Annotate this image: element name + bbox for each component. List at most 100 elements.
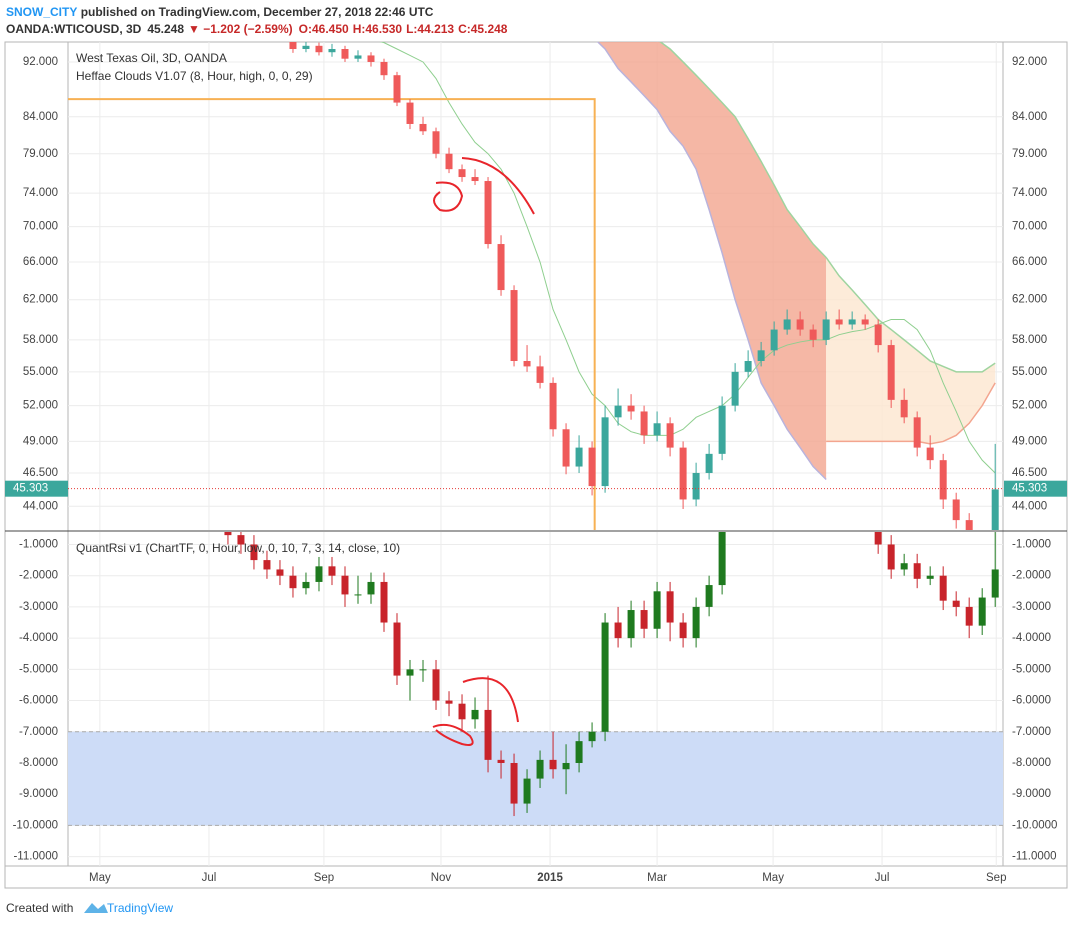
y-tick-label-right: 92.000 xyxy=(1012,56,1047,68)
candle-body xyxy=(861,319,869,325)
candle-body xyxy=(549,759,557,770)
candle-body xyxy=(913,563,921,579)
last-price-box xyxy=(1004,480,1067,497)
candle-body xyxy=(783,319,791,330)
y-tick-label-left: 44.000 xyxy=(23,500,58,512)
candle-body xyxy=(445,153,453,170)
candle-body xyxy=(771,495,778,498)
candle-body xyxy=(445,700,453,704)
y-tick-label-right: -7.0000 xyxy=(1012,726,1051,738)
y-tick-label-right: 79.000 xyxy=(1012,148,1047,160)
footer-brand[interactable]: TradingView xyxy=(107,901,173,915)
candle-body xyxy=(575,447,583,467)
candle-body xyxy=(718,405,726,454)
y-tick-label-right: -9.0000 xyxy=(1012,788,1051,800)
candle-body xyxy=(562,429,570,467)
cloud-upper xyxy=(825,257,996,373)
cloud-lower xyxy=(826,382,996,445)
candle-body xyxy=(797,498,804,501)
y-tick-label-left: -7.0000 xyxy=(19,726,58,738)
y-tick-label-left: -10.0000 xyxy=(13,819,58,831)
candle-body xyxy=(315,45,323,53)
x-tick-label: May xyxy=(89,872,111,884)
hand-drawings xyxy=(432,157,535,746)
hand-stroke xyxy=(432,723,474,746)
change: ▼ −1.202 (−2.59%) xyxy=(188,22,293,36)
symbol: OANDA:WTICOUSD, 3D xyxy=(6,22,142,36)
candle-body xyxy=(497,244,505,291)
candle-body xyxy=(627,610,635,639)
candle-body xyxy=(393,622,401,676)
candle-body xyxy=(419,669,427,671)
cloud xyxy=(597,42,827,480)
candle-body xyxy=(849,501,856,504)
close: C:45.248 xyxy=(458,22,508,36)
candle-body xyxy=(393,75,401,103)
x-tick-label: 2015 xyxy=(537,872,563,884)
y-tick-label-left: 52.000 xyxy=(23,400,58,412)
logo xyxy=(84,903,108,913)
candle-body xyxy=(653,423,661,436)
candle-body xyxy=(809,329,817,340)
open: O:46.450 xyxy=(299,22,349,36)
candle-body xyxy=(523,778,531,804)
y-tick-label-right: 52.000 xyxy=(1012,400,1047,412)
candle-body xyxy=(900,563,908,570)
candle-body xyxy=(354,55,362,59)
candle-body xyxy=(836,498,843,501)
x-tick-label: Jul xyxy=(202,872,217,884)
candle-body xyxy=(224,532,232,536)
candle-body xyxy=(758,498,765,504)
candle-body xyxy=(848,319,856,325)
candle-body xyxy=(952,499,960,521)
y-tick-label-left: -2.0000 xyxy=(19,570,58,582)
candle-body xyxy=(770,329,778,351)
chart-layers xyxy=(68,42,1003,866)
candle-body xyxy=(432,131,440,154)
candle-body xyxy=(810,501,817,504)
x-tick-label: Nov xyxy=(431,872,452,884)
last-price-label: 45.303 xyxy=(13,483,48,495)
x-tick-label: Sep xyxy=(986,872,1006,884)
candle-body xyxy=(692,606,700,639)
candle-body xyxy=(653,591,661,629)
candle-body xyxy=(523,360,531,367)
candle-body xyxy=(874,532,882,545)
candle-body xyxy=(614,405,622,418)
y-tick-label-right: -10.0000 xyxy=(1012,819,1057,831)
candle-body xyxy=(835,319,843,325)
candle-body xyxy=(874,324,882,346)
drawing-line xyxy=(68,98,596,530)
header-line: SNOW_CITY published on TradingView.com, D… xyxy=(6,5,434,19)
y-tick-label-left: -4.0000 xyxy=(19,632,58,644)
y-tick-label-right: 66.000 xyxy=(1012,256,1047,268)
candle-body xyxy=(341,575,349,595)
candle-body xyxy=(679,447,687,500)
hand-stroke xyxy=(462,677,519,723)
candle-body xyxy=(367,55,375,62)
y-tick-label-left: 66.000 xyxy=(23,256,58,268)
y-tick-label-left: 70.000 xyxy=(23,221,58,233)
symbol-line: OANDA:WTICOUSD, 3D 45.248 ▼ −1.202 (−2.59%… xyxy=(6,22,508,36)
candle-body xyxy=(952,600,960,607)
candle-body xyxy=(536,366,544,383)
candle-body xyxy=(354,594,362,596)
author: SNOW_CITY xyxy=(6,5,77,19)
publish-text: published on TradingView.com, December 2… xyxy=(81,5,434,19)
y-tick-label-right: -8.0000 xyxy=(1012,757,1051,769)
candle-body xyxy=(315,566,323,582)
candle-body xyxy=(471,177,479,182)
candle-body xyxy=(510,290,518,361)
pane-title: QuantRsi v1 (ChartTF, 0, Hour, low, 0, 1… xyxy=(76,541,400,555)
candle-body xyxy=(432,669,440,701)
y-tick-label-right: -4.0000 xyxy=(1012,632,1051,644)
candle-body xyxy=(926,447,934,461)
candle-body xyxy=(627,405,635,412)
candle-body xyxy=(978,597,986,626)
candle-body xyxy=(640,610,648,629)
candle-body xyxy=(601,622,609,732)
candle-body xyxy=(380,581,388,623)
cloud-lower xyxy=(596,42,827,481)
y-tick-label-left: 79.000 xyxy=(23,148,58,160)
candle-body xyxy=(484,709,492,760)
